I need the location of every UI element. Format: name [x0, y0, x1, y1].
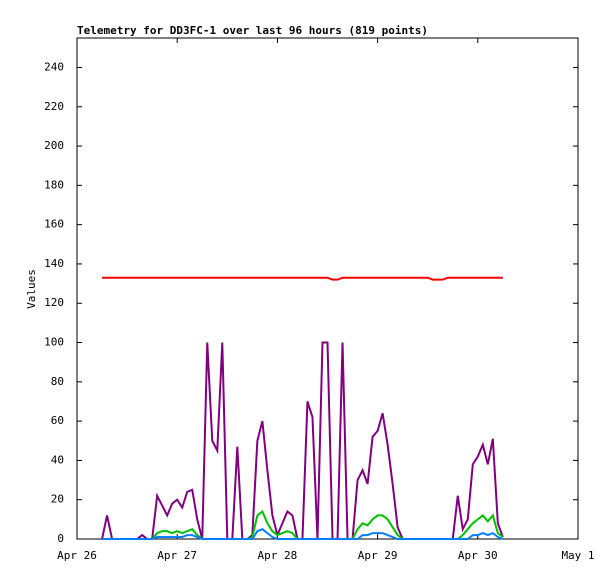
y-tick-label: 220 — [44, 100, 64, 113]
x-tick-label: Apr 26 — [57, 549, 97, 562]
y-tick-label: 120 — [44, 296, 64, 309]
y-tick-label: 100 — [44, 336, 64, 349]
y-tick-label: 0 — [57, 532, 64, 545]
y-tick-label: 200 — [44, 139, 64, 152]
y-tick-label: 160 — [44, 218, 64, 231]
series-line — [102, 276, 503, 281]
y-tick-label: 80 — [51, 375, 64, 388]
y-axis-label: Values — [25, 269, 38, 309]
x-tick-label: Apr 29 — [358, 549, 398, 562]
plot-frame — [76, 37, 579, 540]
y-tick-label: 20 — [51, 493, 64, 506]
series-line — [101, 341, 504, 540]
series-line — [102, 528, 504, 540]
y-tick-label: 180 — [44, 178, 64, 191]
x-tick-label: Apr 27 — [157, 549, 197, 562]
chart-title: Telemetry for DD3FC-1 over last 96 hours… — [77, 24, 428, 37]
x-tick-label: Apr 28 — [258, 549, 298, 562]
y-tick-label: 140 — [44, 257, 64, 270]
y-tick-label: 60 — [51, 414, 64, 427]
y-tick-label: 240 — [44, 60, 64, 73]
x-tick-label: May 1 — [561, 549, 594, 562]
y-tick-label: 40 — [51, 453, 64, 466]
x-tick-label: Apr 30 — [458, 549, 498, 562]
